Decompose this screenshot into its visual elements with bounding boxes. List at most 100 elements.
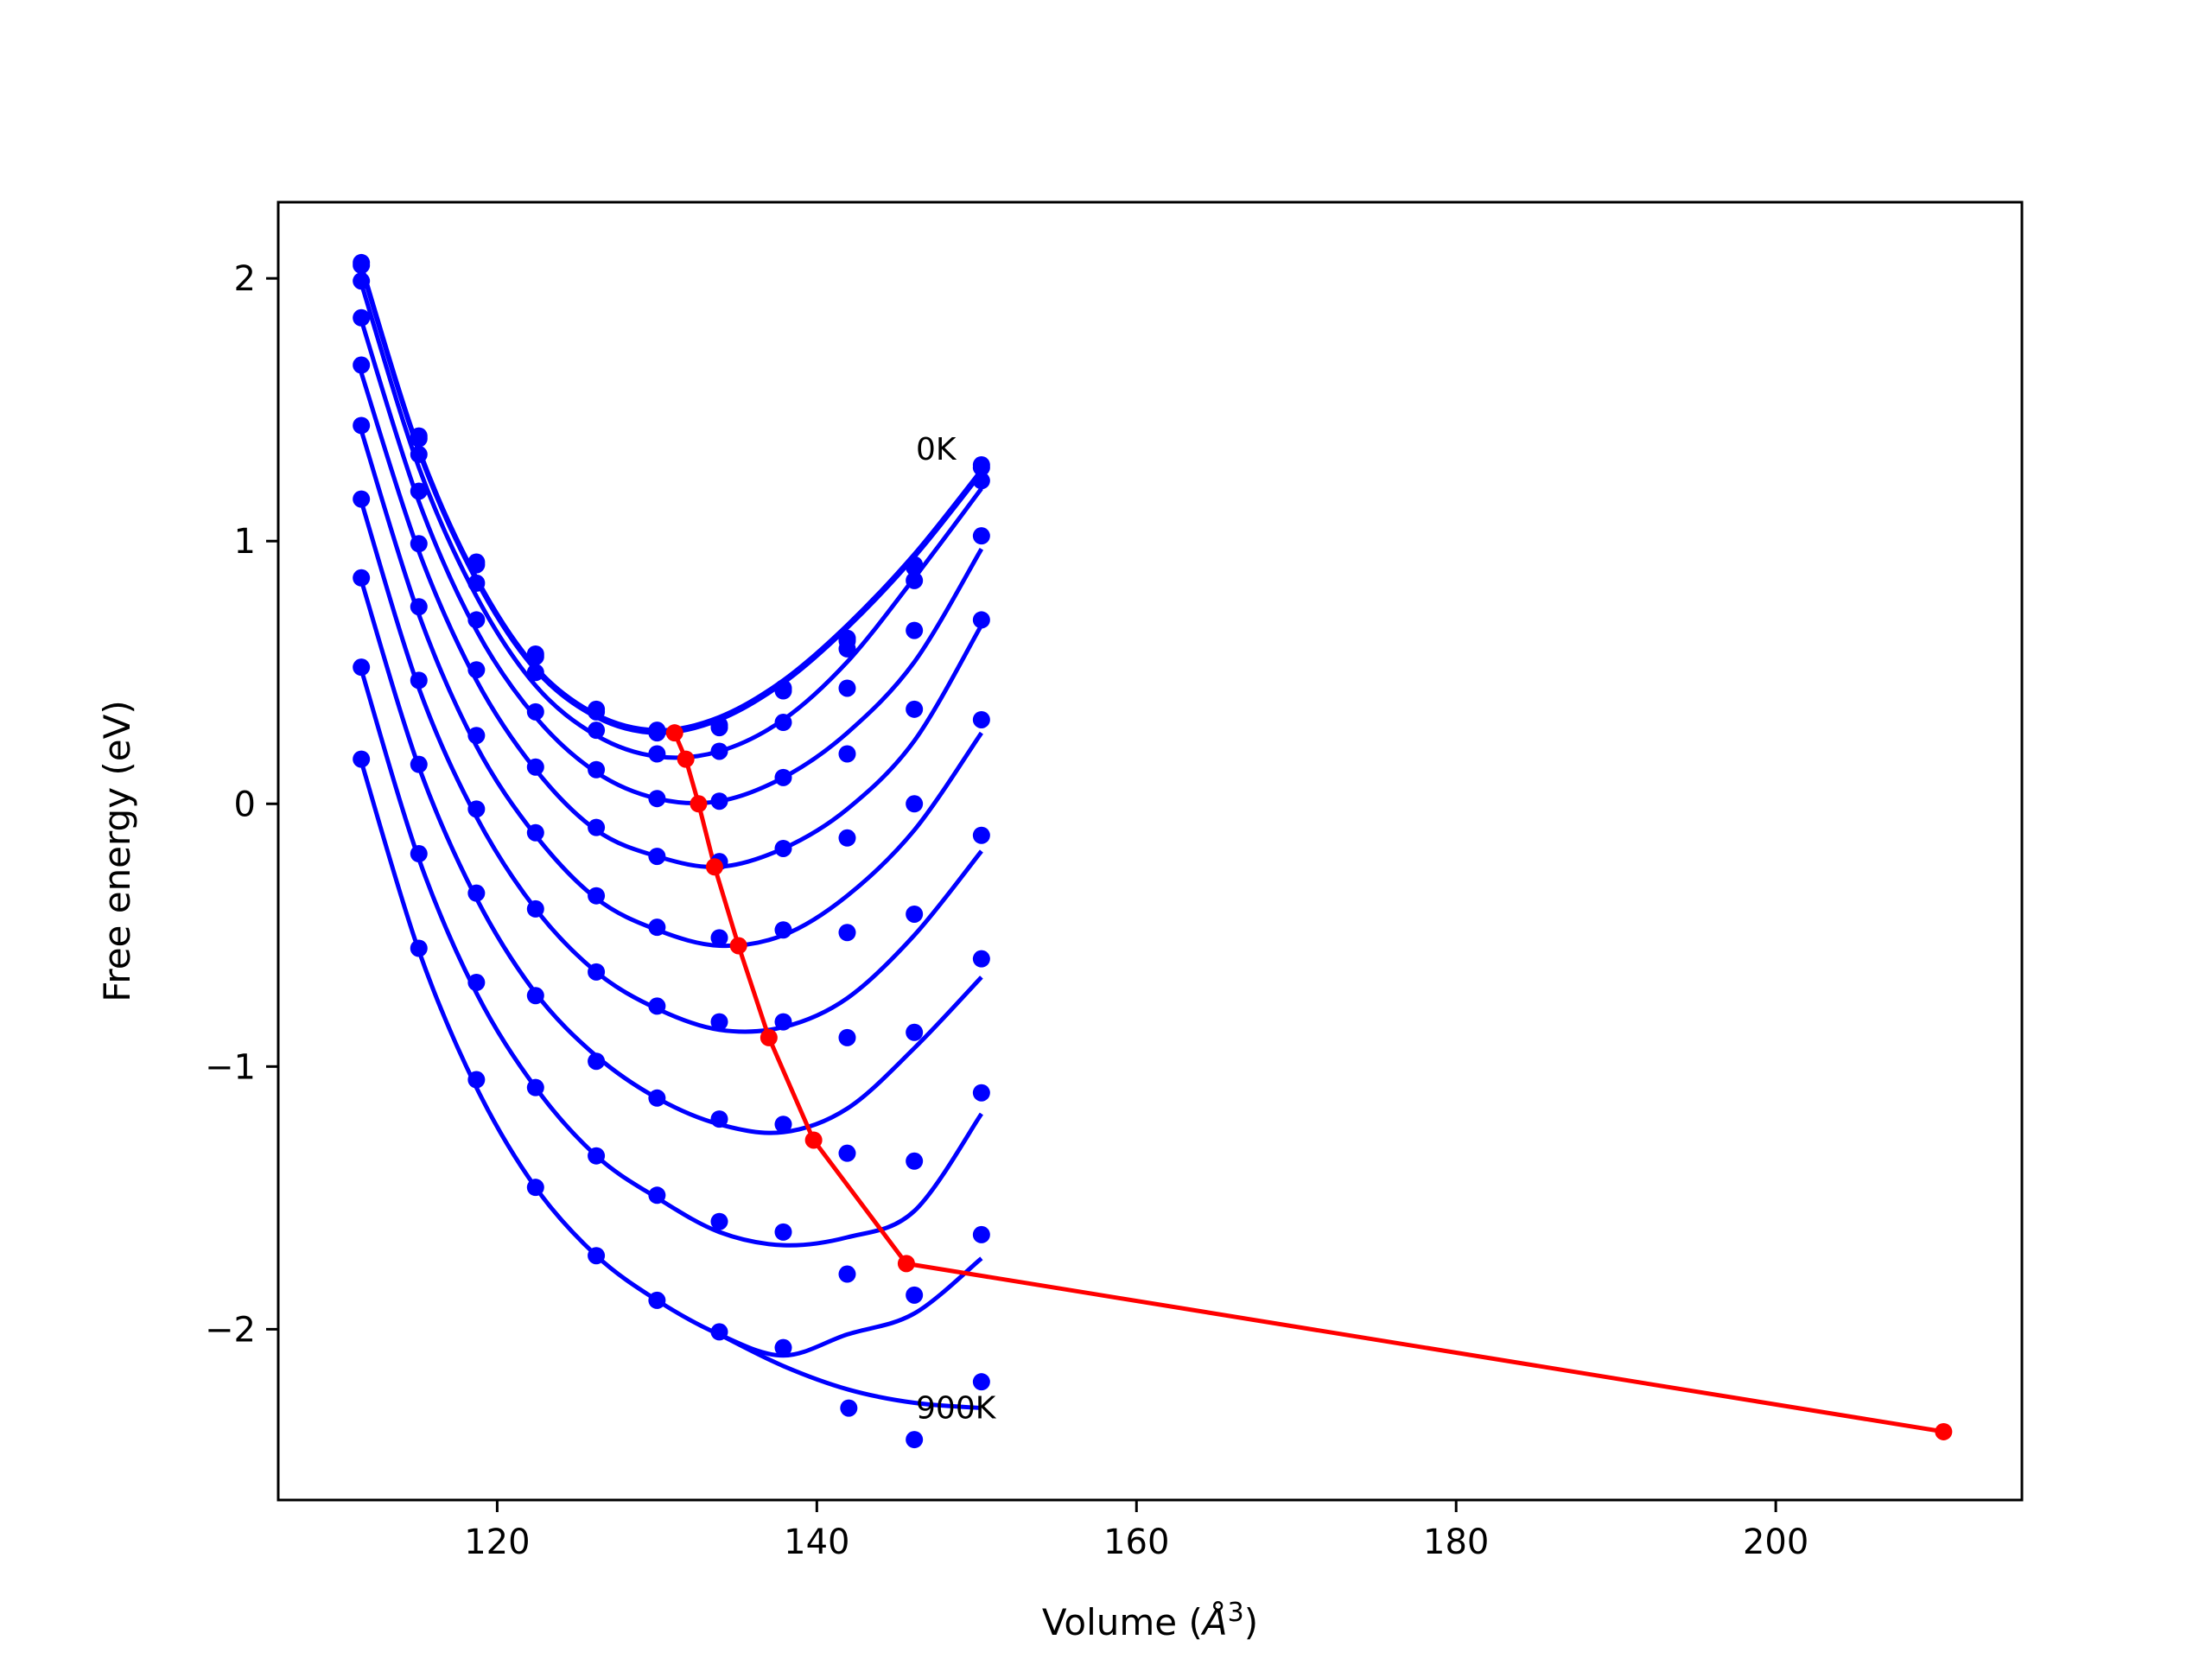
equilibrium-point [760,1028,778,1046]
data-point [906,795,924,813]
data-point [410,671,428,690]
data-point [906,1431,924,1449]
data-point [906,1023,924,1041]
data-point [353,356,371,374]
data-point [906,571,924,589]
data-point [588,818,606,836]
data-point [353,750,371,768]
data-point [972,950,990,968]
y-tick-label: −1 [205,1047,256,1087]
data-point [588,721,606,740]
data-point [838,639,856,658]
data-point [774,714,792,732]
data-point [774,682,792,700]
data-point [774,1223,792,1241]
fit-curve [359,500,983,1034]
y-tick-label: −2 [205,1310,256,1350]
x-tick-label: 200 [1743,1522,1808,1562]
data-point [526,648,544,666]
fit-curve [359,669,983,1248]
data-point [972,472,990,490]
data-point [906,1286,924,1304]
curve-annotation: 0K [916,432,957,467]
data-point [588,702,606,721]
data-point [774,1116,792,1134]
curve-annotation: 900K [916,1391,997,1427]
fit-curve [718,1332,982,1411]
y-tick-label: 2 [234,259,256,299]
equilibrium-point [729,937,747,955]
equilibrium-point [804,1131,823,1149]
data-points [353,253,990,1449]
data-point [410,535,428,553]
fit-curve [359,760,983,1358]
data-point [526,899,544,918]
data-point [648,745,666,763]
data-point [410,598,428,616]
data-point [774,921,792,939]
data-point [840,1399,858,1417]
data-point [648,918,666,937]
data-point [410,845,428,863]
data-point [467,611,486,629]
plot-frame [276,200,2024,1502]
data-point [353,658,371,677]
data-point [710,742,728,760]
data-point [467,574,486,592]
data-point [410,755,428,773]
data-point [648,848,666,866]
data-point [838,829,856,847]
fit-curve [359,429,983,949]
data-point [353,308,371,327]
x-tick-label: 160 [1103,1522,1169,1562]
data-point [774,1013,792,1031]
data-point [467,884,486,902]
data-point [972,459,990,477]
x-tick-label: 140 [784,1522,849,1562]
data-point [710,1110,728,1128]
data-point [526,702,544,721]
x-axis-label: Volume (Å3) [1042,1598,1258,1643]
data-point [410,482,428,500]
data-point [710,792,728,810]
equilibrium-point [1935,1422,1953,1440]
data-point [526,758,544,776]
data-point [353,569,371,587]
data-point [906,905,924,923]
data-point [467,974,486,992]
data-point [774,768,792,786]
data-point [648,1186,666,1205]
data-point [648,1291,666,1309]
data-point [588,887,606,905]
data-point [710,1323,728,1341]
data-point [710,719,728,737]
data-point [774,839,792,857]
data-point [588,760,606,779]
y-axis-ticks: −2 −1 0 1 2 [205,259,278,1350]
x-tick-label: 120 [464,1522,530,1562]
x-tick-label: 180 [1423,1522,1489,1562]
data-point [526,664,544,682]
data-point [648,724,666,742]
equilibrium-point [677,750,695,768]
data-point [353,256,371,274]
data-point [410,445,428,463]
equilibrium-point [690,795,708,813]
data-point [838,1144,856,1162]
data-point [972,710,990,728]
data-point [410,429,428,448]
data-point [353,272,371,290]
annotations: 0K 900K [916,432,997,1427]
data-point [710,1212,728,1230]
data-point [467,661,486,679]
data-point [972,826,990,844]
data-point [588,1052,606,1071]
fit-curve [359,283,983,760]
equilibrium-line-group [672,732,1944,1434]
data-point [972,1225,990,1243]
x-axis-ticks: 120 140 160 180 200 [464,1500,1808,1562]
fit-curve [359,372,984,869]
fit-curve [359,264,983,733]
data-point [526,823,544,842]
